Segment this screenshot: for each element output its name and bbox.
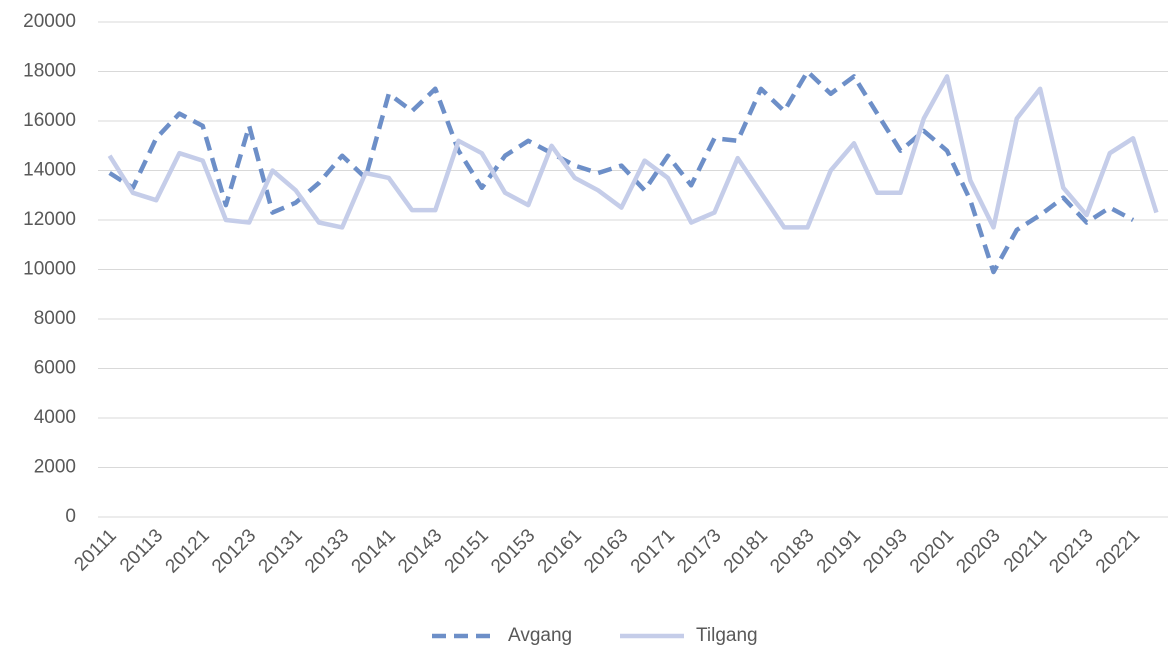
x-tick-label: 20141	[348, 525, 400, 577]
x-tick-label: 20203	[952, 525, 1004, 577]
x-tick-label: 20133	[301, 525, 353, 577]
x-tick-label: 20181	[720, 525, 772, 577]
y-tick-label: 20000	[23, 11, 76, 32]
x-tick-label: 20221	[1092, 525, 1144, 577]
x-tick-label: 20123	[208, 525, 260, 577]
series-line	[108, 69, 1135, 275]
x-tick-label: 20163	[580, 525, 632, 577]
x-tick-label: 20121	[162, 525, 214, 577]
x-tick-label: 20131	[255, 525, 307, 577]
x-tick-label: 20193	[859, 525, 911, 577]
y-tick-label: 6000	[34, 358, 76, 379]
x-tick-label: 20143	[394, 525, 446, 577]
y-tick-label: 10000	[23, 259, 76, 280]
y-tick-label: 16000	[23, 110, 76, 131]
legend-label: Tilgang	[696, 625, 758, 646]
y-tick-label: 12000	[23, 209, 76, 230]
x-tick-label: 20161	[534, 525, 586, 577]
legend-label: Avgang	[508, 625, 572, 646]
x-tick-label: 20171	[627, 525, 679, 577]
x-tick-label: 20111	[70, 525, 120, 575]
series-line	[107, 74, 1159, 230]
y-tick-label: 18000	[23, 61, 76, 82]
y-tick-label: 2000	[34, 457, 76, 478]
y-tick-label: 8000	[34, 308, 76, 329]
y-tick-label: 4000	[34, 407, 76, 428]
x-tick-label: 20151	[441, 525, 493, 577]
x-tick-label: 20213	[1045, 525, 1097, 577]
x-tick-label: 20211	[1000, 525, 1051, 576]
y-tick-label: 14000	[23, 160, 76, 181]
x-tick-label: 20191	[813, 525, 865, 577]
x-tick-label: 20201	[906, 525, 958, 577]
y-tick-label: 0	[65, 506, 76, 527]
x-tick-label: 20113	[116, 525, 167, 576]
x-tick-label: 20173	[673, 525, 725, 577]
x-tick-label: 20183	[766, 525, 818, 577]
x-tick-label: 20153	[487, 525, 539, 577]
